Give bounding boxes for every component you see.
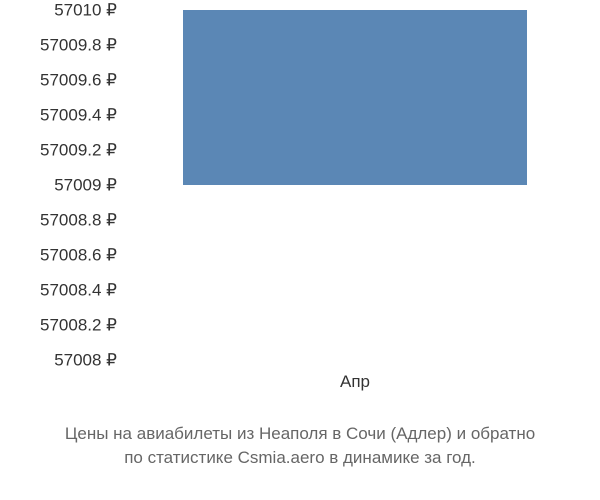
y-tick-label: 57008.8 ₽ <box>0 212 117 229</box>
chart-container: 57010 ₽ 57009.8 ₽ 57009.6 ₽ 57009.4 ₽ 57009.… <box>0 0 600 420</box>
y-tick-label: 57010 ₽ <box>0 2 117 19</box>
x-tick-label: Апр <box>340 372 370 392</box>
plot-area: Апр <box>135 10 575 360</box>
y-tick-label: 57009.6 ₽ <box>0 72 117 89</box>
y-tick-label: 57008.4 ₽ <box>0 282 117 299</box>
y-tick-label: 57009.2 ₽ <box>0 142 117 159</box>
y-tick-label: 57008.6 ₽ <box>0 247 117 264</box>
y-axis: 57010 ₽57009.8 ₽57009.6 ₽57009.4 ₽57009.… <box>0 10 125 360</box>
caption-line-2: по статистике Csmia.aero в динамике за г… <box>124 448 476 467</box>
y-tick-label: 57009.4 ₽ <box>0 107 117 124</box>
y-tick-label: 57009.8 ₽ <box>0 37 117 54</box>
y-tick-label: 57009 ₽ <box>0 177 117 194</box>
chart-caption: Цены на авиабилеты из Неаполя в Сочи (Ад… <box>0 422 600 470</box>
caption-line-1: Цены на авиабилеты из Неаполя в Сочи (Ад… <box>65 424 535 443</box>
y-tick-label: 57008.2 ₽ <box>0 317 117 334</box>
bar <box>183 10 526 185</box>
y-tick-label: 57008 ₽ <box>0 352 117 369</box>
